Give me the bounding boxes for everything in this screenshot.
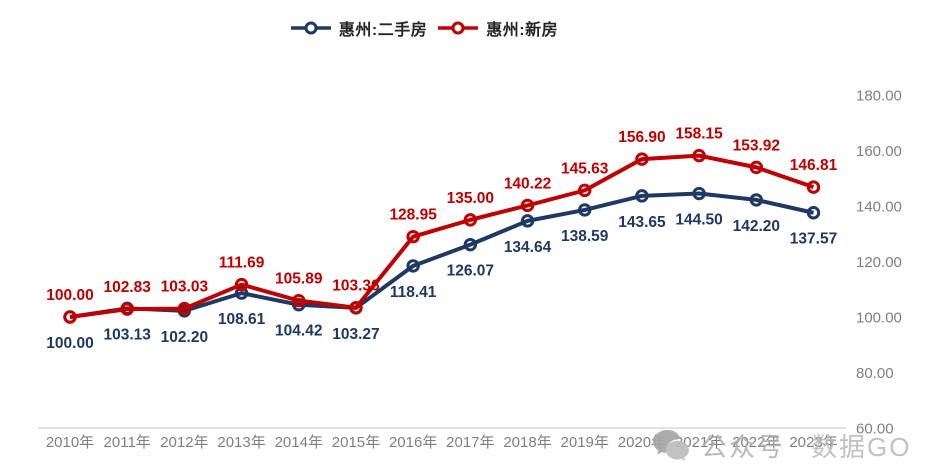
data-label-0: 137.57	[790, 231, 837, 248]
legend-circle-marker-icon	[451, 21, 465, 35]
data-label-1: 128.95	[389, 207, 437, 224]
data-point-marker-0	[749, 193, 764, 207]
data-label-0: 100.00	[46, 335, 93, 352]
data-label-0: 108.61	[218, 311, 266, 328]
data-label-1: 158.15	[675, 126, 723, 143]
data-point-marker-1	[234, 277, 249, 292]
data-label-1: 153.92	[733, 137, 780, 154]
data-label-1: 102.83	[103, 279, 151, 296]
data-label-0: 134.64	[504, 239, 552, 256]
data-point-marker-1	[578, 183, 592, 198]
data-label-0: 138.59	[561, 228, 609, 245]
data-point-marker-0	[635, 189, 649, 203]
data-label-1: 103.36	[332, 278, 380, 295]
data-point-marker-0	[463, 237, 478, 252]
legend-items: 惠州:二手房 惠州:新房	[290, 16, 558, 40]
data-label-0: 104.42	[275, 323, 322, 340]
x-axis-tick-label: 2016年	[389, 434, 437, 451]
legend-label-secondhand: 惠州:二手房	[338, 22, 428, 39]
data-point-marker-1	[463, 213, 478, 227]
data-label-0: 103.13	[103, 326, 151, 343]
y-axis-tick-label: 140.00	[856, 199, 902, 216]
x-axis-tick-label: 2013年	[217, 434, 265, 451]
data-point-marker-1	[292, 293, 306, 308]
data-label-0: 102.20	[161, 329, 208, 346]
x-axis-tick-label: 2018年	[503, 434, 551, 451]
y-axis-tick-label: 80.00	[856, 365, 894, 382]
x-axis-tick-label: 2017年	[446, 434, 494, 451]
data-label-0: 142.20	[733, 218, 780, 235]
data-point-marker-1	[692, 148, 706, 163]
series-line-1	[69, 153, 815, 319]
series-line-0	[69, 191, 814, 319]
x-axis-tick-label: 2014年	[275, 434, 323, 451]
legend-circle-marker-icon	[304, 21, 318, 35]
data-label-0: 126.07	[447, 263, 494, 280]
data-point-marker-1	[406, 229, 420, 244]
line-marker-swatch-icon	[438, 21, 479, 35]
x-axis-tick-label: 2023年	[789, 434, 837, 451]
data-point-marker-0	[406, 259, 420, 273]
data-label-1: 103.03	[161, 279, 209, 296]
data-label-1: 135.00	[447, 190, 494, 207]
x-axis-tick-label: 2012年	[160, 434, 208, 451]
x-axis-tick-label: 2020年	[618, 434, 666, 451]
y-axis-tick-label: 160.00	[856, 143, 902, 160]
x-axis-tick-label: 2011年	[104, 434, 151, 451]
data-label-1: 140.22	[504, 175, 551, 192]
data-label-0: 144.50	[675, 212, 722, 229]
x-axis-tick-label: 2010年	[46, 434, 94, 451]
y-axis-tick-label: 180.00	[856, 88, 902, 105]
data-label-1: 100.00	[46, 287, 93, 304]
data-point-marker-1	[520, 198, 535, 213]
line-marker-swatch-icon	[290, 21, 331, 35]
data-label-1: 145.63	[561, 160, 609, 177]
data-point-marker-1	[635, 152, 649, 166]
data-point-marker-0	[578, 203, 592, 217]
legend-label-newhome: 惠州:新房	[486, 22, 559, 39]
data-point-marker-1	[177, 301, 192, 316]
data-point-marker-0	[520, 214, 535, 228]
x-axis-tick-label: 2015年	[332, 434, 380, 451]
x-axis-tick-label: 2022年	[732, 434, 780, 451]
data-point-marker-1	[806, 180, 821, 194]
data-label-1: 156.90	[618, 129, 665, 146]
data-point-marker-0	[806, 206, 821, 220]
y-axis-tick-label: 60.00	[856, 421, 894, 438]
data-point-marker-0	[234, 286, 249, 300]
data-point-marker-1	[63, 310, 77, 324]
y-axis-tick-label: 120.00	[856, 254, 902, 271]
legend-item-secondhand: 惠州:二手房	[290, 16, 427, 40]
data-point-marker-1	[349, 300, 363, 315]
legend-item-newhome: 惠州:新房	[437, 16, 558, 40]
x-axis-tick-label: 2021年	[675, 434, 723, 451]
data-label-1: 146.81	[790, 157, 838, 174]
data-label-1: 111.69	[219, 255, 265, 272]
y-axis-tick-label: 100.00	[856, 310, 902, 327]
data-label-0: 143.65	[618, 214, 666, 231]
data-label-0: 118.41	[390, 284, 437, 301]
data-point-marker-1	[749, 160, 764, 175]
data-point-marker-0	[692, 186, 706, 201]
data-point-marker-1	[120, 302, 134, 316]
data-label-1: 105.89	[275, 271, 323, 288]
data-label-0: 103.27	[332, 326, 379, 343]
chart-legend: 惠州:二手房 惠州:新房	[0, 16, 890, 40]
x-axis-tick-label: 2019年	[561, 434, 609, 451]
